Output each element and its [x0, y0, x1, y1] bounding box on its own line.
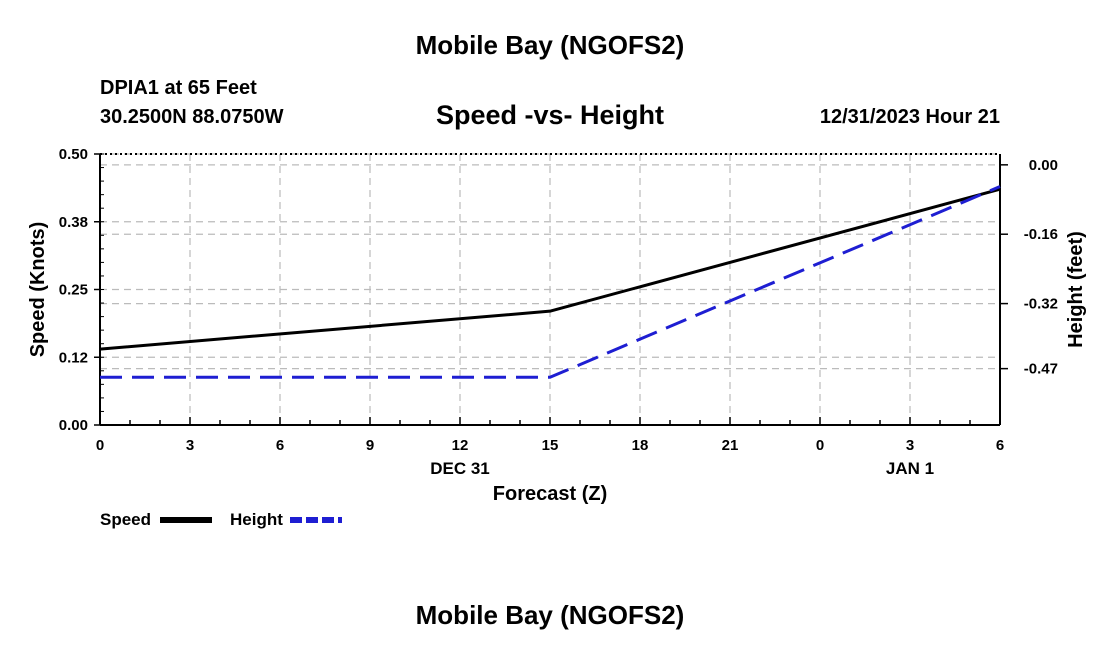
x-tick-label: 9: [366, 437, 374, 454]
axis-labels: 0 3 6 9 12 15 18 21 0 3 6 DEC 31 JAN 1 Forecast (Z) 0.…: [27, 146, 1087, 505]
x-tick-label: 21: [722, 437, 739, 454]
legend-label-speed: Speed: [100, 510, 151, 529]
x-date-label: JAN 1: [886, 459, 934, 478]
x-tick-label: 12: [452, 437, 469, 454]
y-tick-label: 0.00: [59, 417, 88, 434]
legend: Speed Height: [100, 510, 342, 529]
x-tick-label: 0: [816, 437, 824, 454]
data-series: [99, 185, 1001, 379]
legend-label-height: Height: [230, 510, 283, 529]
y2-tick-label: 0.00: [1029, 157, 1058, 174]
x-axis-label: Forecast (Z): [493, 483, 607, 505]
chart-subtitle: Speed -vs- Height: [435, 100, 665, 130]
grid-lines: [99, 153, 1001, 426]
x-tick-label: 3: [906, 437, 914, 454]
x-tick-label: 6: [996, 437, 1004, 454]
y-tick-label: 0.25: [59, 282, 88, 299]
y2-tick-label: -0.16: [1024, 226, 1058, 243]
x-tick-label: 3: [186, 437, 194, 454]
x-tick-label: 18: [632, 437, 649, 454]
y-tick-label: 0.50: [59, 146, 88, 163]
y2-axis-label: Height (feet): [1065, 231, 1087, 348]
y-axis-label: Speed (Knots): [27, 222, 49, 358]
y2-tick-label: -0.32: [1024, 296, 1058, 313]
y-tick-label: 0.38: [59, 214, 88, 231]
y-tick-label: 0.12: [59, 349, 88, 366]
x-date-label: DEC 31: [430, 459, 490, 478]
chart-title: Mobile Bay (NGOFS2): [415, 30, 685, 60]
y2-tick-label: -0.47: [1024, 361, 1058, 378]
station-coordinates: 30.2500N 88.0750W: [100, 106, 284, 128]
x-tick-label: 15: [542, 437, 559, 454]
axes: [94, 153, 1008, 426]
x-tick-label: 0: [96, 437, 104, 454]
station-label: DPIA1 at 65 Feet: [100, 77, 257, 99]
footer-title: Mobile Bay (NGOFS2): [415, 600, 685, 630]
x-tick-label: 6: [276, 437, 284, 454]
forecast-datetime: 12/31/2023 Hour 21: [819, 106, 1000, 128]
